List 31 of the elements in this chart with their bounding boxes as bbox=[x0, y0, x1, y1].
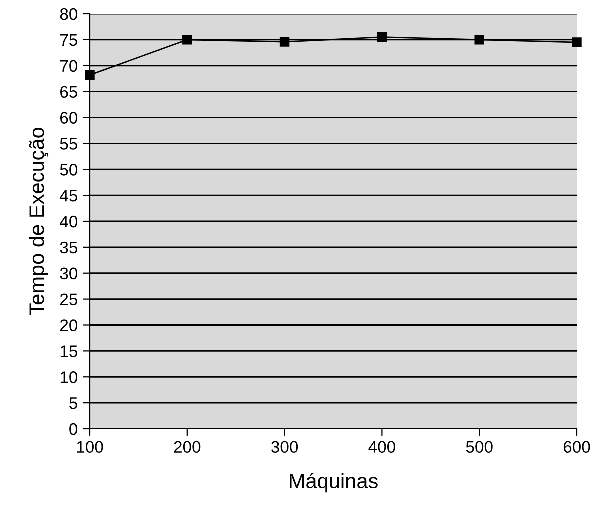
y-tick-label: 50 bbox=[60, 164, 78, 176]
y-tick-label: 35 bbox=[60, 242, 78, 254]
point bbox=[572, 38, 582, 48]
y-tick-label: 65 bbox=[60, 86, 78, 98]
point bbox=[377, 32, 388, 42]
point bbox=[280, 37, 290, 47]
y-tick-label: 45 bbox=[60, 190, 78, 202]
point bbox=[85, 70, 95, 80]
y-tick-label: 10 bbox=[60, 372, 78, 384]
x-tick-label: 300 bbox=[272, 441, 298, 454]
y-tick-label: 40 bbox=[60, 216, 78, 228]
point bbox=[182, 35, 192, 45]
y-tick-label: 80 bbox=[60, 8, 78, 20]
y-tick-label: 70 bbox=[60, 60, 78, 72]
x-tick-label: 600 bbox=[564, 441, 590, 454]
y-tick-label: 75 bbox=[60, 34, 78, 46]
y-tick-label: 5 bbox=[70, 398, 78, 410]
y-tick-label: 55 bbox=[60, 138, 78, 150]
y-tick-label: 20 bbox=[60, 320, 78, 332]
y-axis-title: Tempo de Execução bbox=[29, 128, 49, 316]
x-tick-label: 200 bbox=[174, 441, 201, 454]
point bbox=[474, 35, 484, 45]
y-tick-label: 60 bbox=[60, 112, 78, 124]
x-tick-label: 100 bbox=[77, 441, 104, 454]
x-axis-title: Máquinas bbox=[290, 473, 378, 493]
x-tick-label: 500 bbox=[466, 441, 493, 454]
y-tick-label: 15 bbox=[60, 346, 78, 358]
x-tick-label: 400 bbox=[368, 441, 396, 454]
y-tick-label: 0 bbox=[70, 423, 78, 436]
y-tick-label: 30 bbox=[60, 268, 78, 280]
y-tick-label: 25 bbox=[60, 294, 78, 306]
